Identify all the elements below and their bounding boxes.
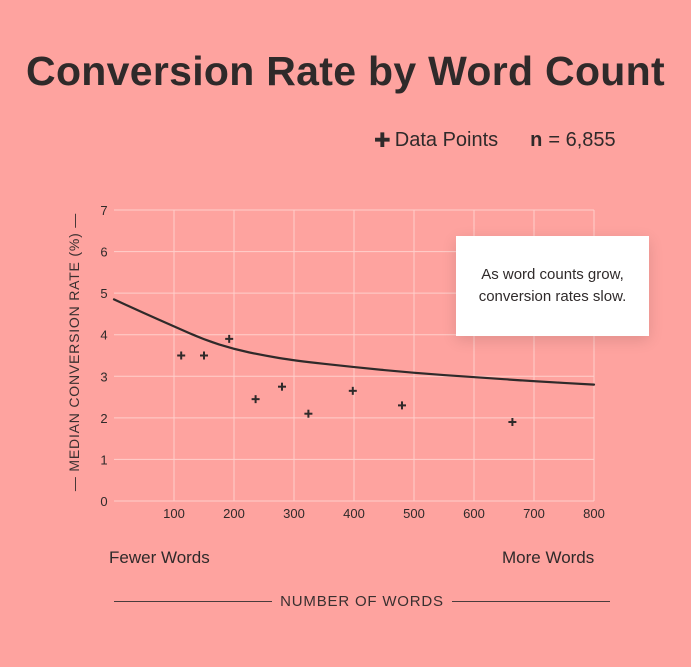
x-tick-label-100: 100 xyxy=(163,506,185,521)
y-axis-label: — MEDIAN CONVERSION RATE (%) — xyxy=(66,212,82,492)
data-point-2 xyxy=(200,351,208,360)
data-point-4 xyxy=(251,395,260,404)
x-tick-label-300: 300 xyxy=(283,506,305,521)
x-axis-label-rule-left xyxy=(114,600,273,602)
chart-title: Conversion Rate by Word Count xyxy=(26,48,665,94)
data-point-9 xyxy=(508,418,517,427)
y-tick-label-5: 5 xyxy=(100,286,107,301)
annotation-line-1: As word counts grow, xyxy=(481,266,624,283)
y-tick-label-4: 4 xyxy=(100,328,107,343)
sample-size-label: n xyxy=(530,129,543,151)
y-axis-label-text: MEDIAN CONVERSION RATE (%) xyxy=(66,232,82,472)
x-tick-label-500: 500 xyxy=(403,506,425,521)
x-axis-label-rule-right xyxy=(451,600,611,602)
data-point-5 xyxy=(278,382,286,391)
annotation-line-2: conversion rates slow. xyxy=(478,288,627,305)
trend-line-layer xyxy=(112,298,596,386)
data-point-1 xyxy=(177,351,186,360)
fewer-words-label: Fewer Words xyxy=(109,548,210,567)
legend: ✚ Data Points n = 6,855 xyxy=(374,128,616,153)
y-axis-label-group: — MEDIAN CONVERSION RATE (%) — xyxy=(62,200,86,504)
x-tick-label-700: 700 xyxy=(523,506,545,521)
plus-marker-icon: ✚ xyxy=(374,130,391,152)
annotation-box: As word counts grow, conversion rates sl… xyxy=(456,236,649,336)
y-tick-label-6: 6 xyxy=(100,245,107,260)
sample-size-value: = 6,855 xyxy=(548,129,616,151)
y-tick-label-3: 3 xyxy=(100,369,107,384)
y-tick-label-1: 1 xyxy=(100,452,107,467)
trend-line xyxy=(112,298,596,386)
data-point-7 xyxy=(348,386,357,395)
x-axis-label: NUMBER OF WORDS xyxy=(280,592,444,610)
x-axis-label-row: NUMBER OF WORDS xyxy=(114,590,611,612)
x-tick-label-800: 800 xyxy=(583,506,605,521)
x-tick-label-400: 400 xyxy=(343,506,365,521)
x-tick-label-200: 200 xyxy=(223,506,245,521)
data-point-6 xyxy=(304,409,313,418)
y-tick-label-2: 2 xyxy=(100,411,107,426)
data-point-3 xyxy=(225,334,234,343)
more-words-label: More Words xyxy=(502,548,595,567)
legend-marker-label: Data Points xyxy=(394,129,499,151)
y-tick-label-7: 7 xyxy=(100,203,107,218)
x-tick-label-600: 600 xyxy=(463,506,485,521)
data-point-8 xyxy=(398,401,406,410)
y-tick-label-0: 0 xyxy=(100,494,107,509)
data-points xyxy=(177,334,517,427)
tick-labels: 0 1 2 3 4 5 6 7 100 200 300 400 500 600 700 800 xyxy=(100,203,604,521)
